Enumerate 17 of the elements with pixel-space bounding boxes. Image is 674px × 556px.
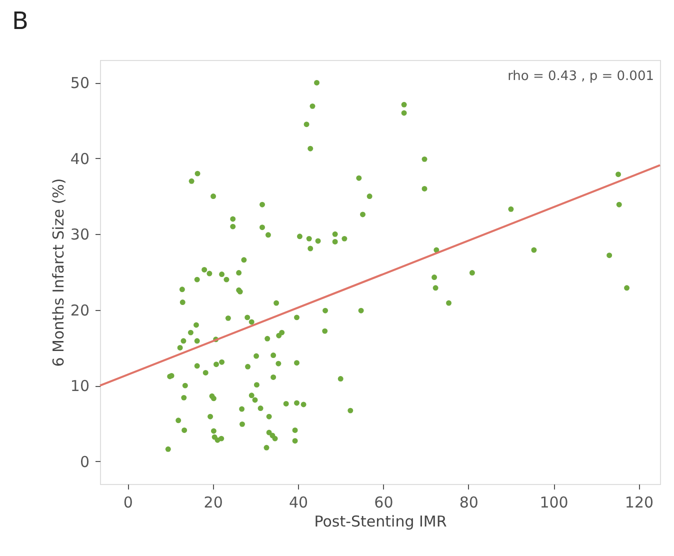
y-tick-label: 50 (70, 74, 90, 92)
y-tick-label: 20 (70, 301, 90, 320)
y-tick-label: 30 (70, 226, 90, 244)
y-tick-label: 0 (80, 452, 90, 471)
x-tick-label: 120 (624, 494, 654, 512)
chart-title: B (12, 7, 28, 35)
x-tick-label: 40 (288, 494, 308, 512)
y-tick-label: 40 (70, 150, 90, 168)
x-tick-label: 100 (540, 494, 568, 512)
y-axis-title: 6 Months Infarct Size (%) (49, 178, 68, 367)
y-tick-label: 10 (70, 377, 90, 396)
x-tick-label: 0 (123, 494, 133, 512)
x-tick-label: 80 (459, 494, 478, 512)
x-axis-title: Post-Stenting IMR (314, 512, 447, 530)
annotation: rho = 0.43 , p = 0.001 (508, 69, 654, 84)
x-tick-label: 20 (204, 494, 223, 512)
x-tick-label: 60 (374, 494, 394, 512)
